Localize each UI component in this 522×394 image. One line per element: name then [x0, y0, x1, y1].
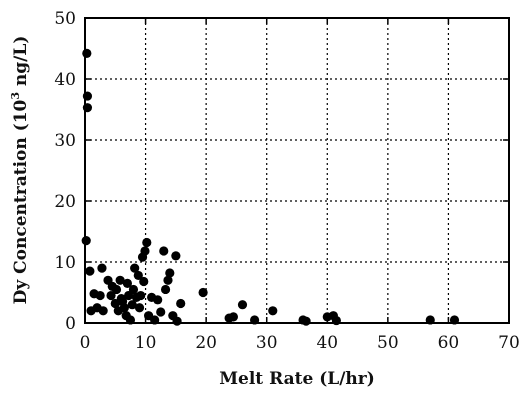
- data-point-15: [111, 284, 122, 295]
- data-point-27: [130, 263, 140, 273]
- x-tick-label-7: 70: [498, 333, 520, 353]
- data-point-22: [122, 278, 132, 288]
- data-point-46: [171, 251, 181, 261]
- data-point-17: [115, 275, 125, 285]
- data-point-8: [95, 290, 105, 301]
- data-point-33: [139, 276, 149, 287]
- data-point-3: [81, 236, 91, 246]
- data-point-47: [172, 316, 182, 326]
- x-tick-label-2: 20: [195, 333, 217, 353]
- axis-ticks: [84, 17, 510, 324]
- grid-lines: [85, 18, 509, 323]
- x-tick-label-4: 40: [316, 333, 338, 353]
- data-point-10: [98, 306, 108, 316]
- x-tick-label-3: 30: [256, 333, 278, 353]
- data-point-39: [153, 295, 163, 305]
- y-axis-label-tail: ng/L): [11, 36, 31, 92]
- data-point-43: [163, 275, 173, 285]
- y-tick-label-0: 0: [65, 314, 76, 334]
- x-axis-label: Melt Rate (L/hr): [219, 369, 375, 389]
- data-point-56: [301, 316, 311, 326]
- y-tick-label-5: 50: [54, 9, 76, 29]
- data-point-30: [134, 303, 145, 313]
- data-point-49: [198, 287, 208, 298]
- x-tick-label-6: 60: [438, 333, 460, 353]
- data-point-52: [237, 300, 248, 310]
- y-axis-label-main: Dy Concentration (10: [11, 99, 31, 304]
- data-point-42: [160, 284, 171, 295]
- data-point-40: [156, 307, 166, 317]
- x-tick-label-5: 50: [377, 333, 399, 353]
- y-tick-label-1: 10: [54, 253, 76, 273]
- data-point-9: [97, 263, 107, 273]
- x-tick-label-0: 0: [80, 333, 91, 353]
- y-tick-label-3: 30: [54, 131, 76, 151]
- data-point-41: [159, 246, 169, 256]
- plot-frame: [84, 17, 510, 324]
- y-tick-label-4: 40: [54, 70, 76, 90]
- data-point-26: [128, 284, 139, 295]
- data-point-54: [268, 306, 278, 316]
- data-point-51: [228, 312, 238, 322]
- data-point-4: [85, 266, 95, 276]
- data-point-35: [142, 237, 152, 248]
- data-point-31: [136, 290, 146, 301]
- y-tick-label-2: 20: [54, 192, 76, 212]
- y-tick-labels: 0 10 20 30 40 50: [54, 9, 76, 334]
- data-point-20: [119, 303, 129, 313]
- data-point-34: [140, 246, 150, 256]
- data-points: [81, 48, 460, 326]
- data-point-0: [82, 48, 92, 58]
- data-point-25: [127, 300, 137, 310]
- data-point-29: [133, 270, 143, 281]
- x-tick-labels: 0 10 20 30 40 50 60 70: [80, 333, 520, 353]
- data-point-12: [106, 290, 116, 301]
- y-axis-label: Dy Concentration (103 ng/L): [9, 36, 31, 305]
- data-point-48: [176, 298, 186, 309]
- data-point-44: [165, 268, 175, 278]
- x-tick-label-1: 10: [135, 333, 157, 353]
- y-axis-label-sup: 3: [9, 92, 22, 100]
